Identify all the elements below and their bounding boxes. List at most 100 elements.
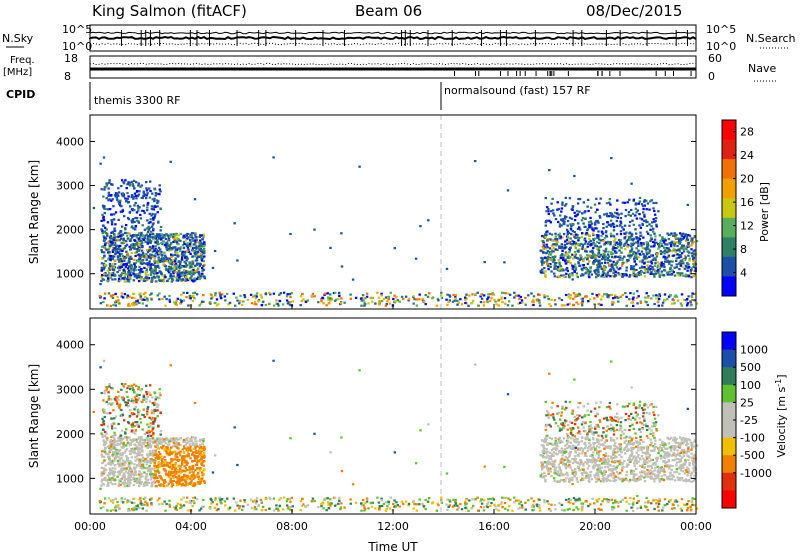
power-cell: [645, 208, 648, 211]
power-cell: [131, 243, 135, 246]
power-cell: [643, 199, 646, 202]
velocity-cell: [130, 440, 134, 443]
power-cell: [126, 197, 129, 201]
power-cell: [619, 273, 622, 276]
power-cell: [649, 234, 652, 237]
velocity-cell: [123, 464, 126, 467]
power-cell: [573, 255, 576, 258]
velocity-cell: [128, 386, 131, 389]
power-cell: [139, 267, 143, 271]
power-cell: [211, 266, 215, 269]
power-cell: [684, 273, 687, 276]
velocity-cell: [651, 477, 654, 480]
power-cell: [232, 292, 235, 295]
velocity-cell: [192, 471, 195, 474]
power-cell: [654, 257, 657, 260]
power-cell: [619, 267, 622, 270]
power-cell: [637, 295, 640, 298]
power-cell: [109, 257, 112, 260]
velocity-cell: [141, 460, 144, 463]
velocity-cell: [186, 446, 189, 449]
power-cell: [578, 248, 581, 251]
velocity-cell: [150, 418, 153, 421]
velocity-cell: [541, 466, 544, 469]
velocity-cell: [135, 447, 138, 451]
power-cell: [135, 216, 139, 220]
velocity-cell: [175, 441, 178, 444]
velocity-cell: [144, 458, 147, 461]
power-cell: [311, 292, 315, 295]
power-cell: [129, 255, 132, 258]
power-cell: [649, 254, 653, 257]
power-cell: [588, 234, 591, 237]
power-cell: [199, 275, 202, 278]
velocity-cell: [117, 482, 121, 485]
velocity-cell: [112, 446, 115, 449]
power-cell: [156, 265, 159, 269]
power-cell: [645, 267, 648, 270]
power-cell: [160, 255, 164, 259]
power-cell: [673, 302, 676, 305]
power-cell: [167, 277, 170, 280]
velocity-cell: [126, 395, 129, 398]
power-cell: [594, 221, 597, 224]
power-cell: [680, 293, 684, 296]
power-cell: [121, 209, 125, 213]
power-cell: [546, 206, 549, 209]
velocity-cell: [117, 455, 120, 459]
velocity-cell: [171, 463, 175, 466]
power-cell: [117, 200, 120, 203]
power-cell: [131, 234, 135, 237]
power-cell: [547, 298, 550, 301]
velocity-cell: [133, 390, 136, 394]
velocity-cell: [627, 459, 630, 462]
power-cell: [142, 238, 146, 242]
velocity-cell: [184, 466, 187, 470]
power-cell: [604, 273, 607, 276]
power-cell: [138, 190, 141, 193]
power-cell: [180, 266, 183, 269]
power-cell: [598, 215, 601, 218]
velocity-cell: [156, 465, 159, 468]
velocity-cell: [166, 473, 170, 476]
power-cell: [104, 232, 108, 235]
power-cell: [100, 280, 103, 283]
power-cell: [553, 255, 557, 259]
power-cell: [165, 234, 168, 237]
velocity-cell: [169, 467, 172, 470]
power-cell: [673, 295, 677, 298]
power-cell: [122, 247, 125, 250]
velocity-cell: [149, 393, 152, 396]
power-cell: [456, 303, 459, 306]
power-cell: [625, 240, 629, 243]
power-cell: [646, 242, 650, 245]
power-cell: [564, 246, 567, 249]
velocity-cell: [145, 398, 148, 401]
velocity-cell: [201, 471, 204, 474]
power-cell: [579, 228, 582, 231]
power-cell: [176, 234, 179, 237]
velocity-cell: [177, 438, 181, 441]
velocity-cell: [146, 478, 150, 481]
velocity-cell: [113, 417, 116, 420]
power-cell: [113, 255, 116, 258]
power-cell: [684, 254, 687, 257]
velocity-cell: [195, 463, 199, 466]
velocity-cell: [157, 439, 160, 443]
power-cell: [581, 245, 584, 248]
power-cell: [179, 261, 182, 264]
velocity-cell: [189, 477, 192, 480]
power-cell: [618, 255, 622, 258]
power-cell: [657, 270, 660, 273]
power-cell: [543, 246, 547, 249]
velocity-cell: [591, 454, 594, 457]
power-cell: [149, 221, 152, 224]
power-cell: [605, 202, 609, 205]
velocity-cell: [132, 383, 136, 386]
velocity-cell: [192, 484, 195, 488]
velocity-cell: [165, 449, 168, 453]
power-cell: [153, 257, 156, 260]
power-cell: [118, 259, 121, 262]
power-cell: [669, 241, 672, 244]
